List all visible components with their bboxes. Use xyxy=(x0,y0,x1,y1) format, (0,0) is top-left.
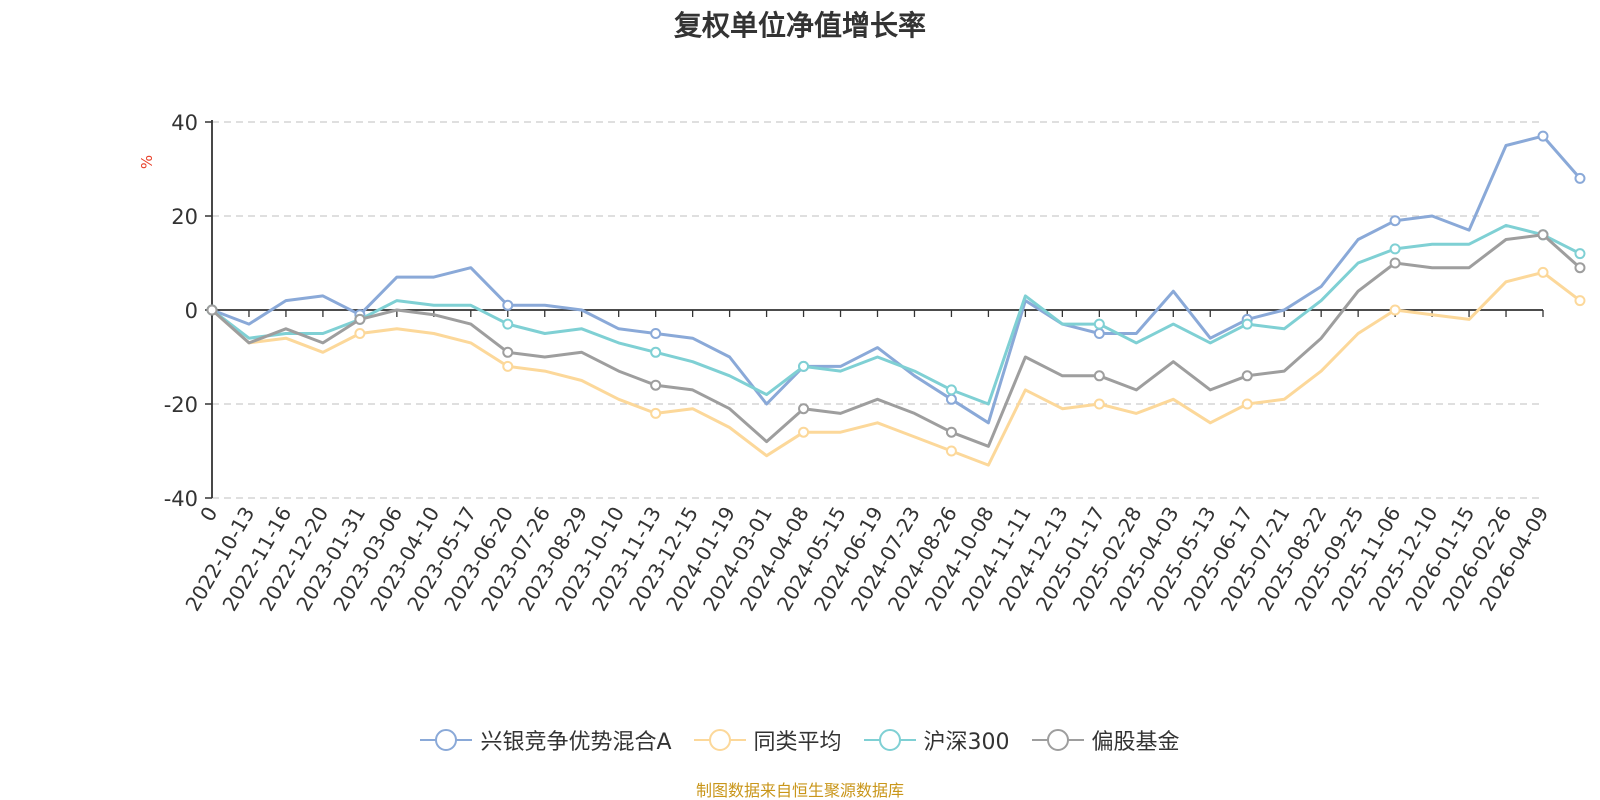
chart-title: 复权单位净值增长率 xyxy=(673,9,926,42)
data-point xyxy=(1389,243,1401,255)
data-point xyxy=(1389,215,1401,227)
data-point xyxy=(206,304,218,316)
y-tick-label: -20 xyxy=(164,393,198,417)
series-line xyxy=(211,270,1581,467)
y-tick-label: -40 xyxy=(164,487,198,511)
data-point xyxy=(502,299,514,311)
data-point xyxy=(502,346,514,358)
series-group xyxy=(206,223,1586,406)
data-point xyxy=(1574,172,1586,184)
series-line xyxy=(211,134,1582,425)
legend-item[interactable]: 沪深300 xyxy=(863,724,1010,756)
data-point xyxy=(354,328,366,339)
y-tick-label: 0 xyxy=(185,299,198,323)
data-point xyxy=(945,384,957,396)
data-point xyxy=(1241,398,1253,410)
data-point xyxy=(1574,295,1586,307)
legend-label: 同类平均 xyxy=(753,730,842,755)
data-point xyxy=(1574,262,1586,274)
data-point xyxy=(650,379,662,391)
legend-label: 偏股基金 xyxy=(1091,730,1180,755)
legend: 兴银竞争优势混合A 同类平均 沪深300 偏股基金 xyxy=(0,724,1600,756)
grid-lines xyxy=(212,121,1543,499)
data-point xyxy=(1537,266,1549,278)
y-tick-label: 40 xyxy=(171,111,198,135)
series-line xyxy=(211,223,1581,406)
data-point xyxy=(1574,248,1586,260)
data-point xyxy=(354,313,366,325)
data-source-note: 制图数据来自恒生聚源数据库 xyxy=(695,781,904,800)
data-point xyxy=(1389,304,1401,316)
data-point xyxy=(1093,370,1105,382)
legend-circle-icon xyxy=(1031,728,1084,752)
data-point xyxy=(1241,318,1253,330)
y-axis-unit-label: % xyxy=(138,155,156,169)
data-point xyxy=(945,426,957,438)
data-point xyxy=(1093,398,1105,410)
data-point xyxy=(1093,318,1105,330)
legend-circle-icon xyxy=(693,728,746,752)
data-point xyxy=(1093,328,1105,339)
data-point xyxy=(650,407,662,419)
x-tick-label: 0 xyxy=(195,503,222,526)
data-point xyxy=(798,426,810,438)
data-point xyxy=(502,318,514,330)
data-point xyxy=(945,393,957,405)
data-point xyxy=(1241,370,1253,382)
data-point xyxy=(945,445,957,457)
series-line xyxy=(211,233,1581,448)
data-point xyxy=(650,328,662,339)
series-lines xyxy=(206,130,1586,467)
legend-label: 沪深300 xyxy=(923,730,1010,755)
data-point xyxy=(650,346,662,358)
data-point xyxy=(798,403,810,415)
y-tick-label: 20 xyxy=(171,205,198,229)
series-group xyxy=(206,266,1586,467)
legend-item[interactable]: 兴银竞争优势混合A xyxy=(420,724,672,756)
series-group xyxy=(206,229,1586,448)
data-point xyxy=(502,360,514,372)
legend-item[interactable]: 同类平均 xyxy=(693,724,842,756)
legend-label: 兴银竞争优势混合A xyxy=(480,730,672,755)
data-point xyxy=(1537,229,1549,241)
data-point xyxy=(798,360,810,372)
legend-circle-icon xyxy=(863,728,916,752)
legend-circle-icon xyxy=(420,728,473,752)
data-point xyxy=(1537,130,1549,142)
data-point xyxy=(1389,257,1401,269)
legend-item[interactable]: 偏股基金 xyxy=(1031,724,1180,756)
